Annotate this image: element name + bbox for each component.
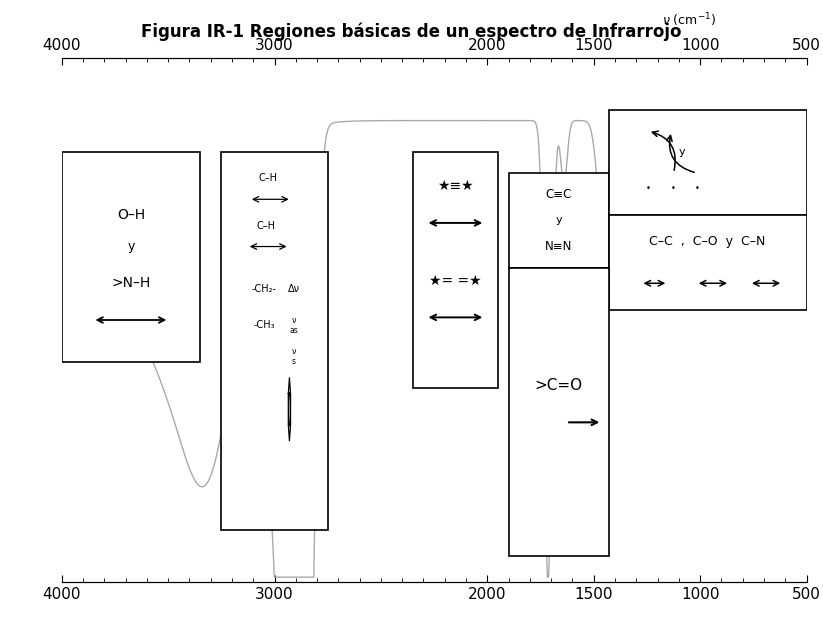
Text: ★≡★: ★≡★	[437, 179, 474, 193]
Text: y: y	[679, 147, 686, 157]
Text: •: •	[645, 184, 650, 193]
Bar	[62, 152, 200, 362]
Bar	[509, 268, 609, 556]
Text: ν
s: ν s	[291, 347, 296, 367]
Text: N≡N: N≡N	[545, 240, 572, 253]
Text: ν
as: ν as	[290, 316, 298, 335]
Bar	[221, 152, 328, 530]
Text: y: y	[128, 240, 135, 253]
Text: >N–H: >N–H	[111, 276, 151, 291]
Bar	[609, 110, 807, 215]
Text: y: y	[556, 215, 562, 225]
Text: O–H: O–H	[117, 208, 145, 222]
Text: Δν: Δν	[287, 284, 300, 294]
Text: C–H: C–H	[258, 173, 277, 183]
Text: •: •	[671, 184, 676, 193]
Bar	[509, 173, 609, 268]
Bar	[609, 215, 807, 310]
Text: >C=O: >C=O	[535, 378, 583, 393]
Text: Figura IR-1 Regiones básicas de un espectro de Infrarrojo: Figura IR-1 Regiones básicas de un espec…	[142, 22, 681, 41]
Text: ★= =★: ★= =★	[429, 274, 481, 287]
Text: C≡C: C≡C	[546, 188, 572, 200]
Text: -CH₃: -CH₃	[253, 320, 275, 330]
Text: •: •	[695, 184, 700, 193]
Text: -CH₂-: -CH₂-	[251, 284, 277, 294]
Bar	[413, 152, 498, 388]
Text: $\nu$ (cm$^{-1}$): $\nu$ (cm$^{-1}$)	[663, 11, 717, 29]
Text: C–H: C–H	[257, 221, 276, 230]
Text: C–C  ,  C–O  y  C–N: C–C , C–O y C–N	[649, 235, 765, 248]
